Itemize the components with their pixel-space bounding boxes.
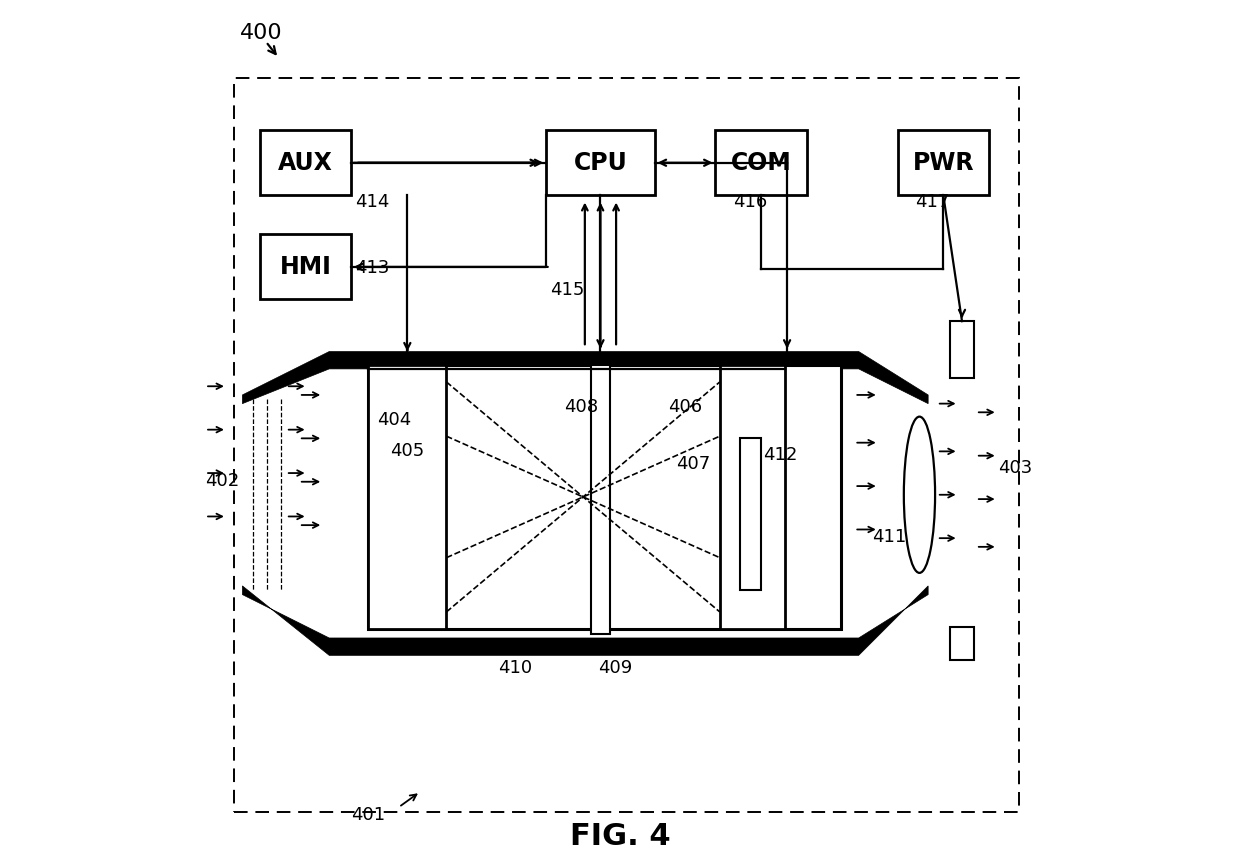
Polygon shape <box>243 352 928 404</box>
Text: COM: COM <box>730 151 791 174</box>
Text: 414: 414 <box>356 193 389 211</box>
Bar <box>546 130 655 195</box>
Bar <box>368 365 446 629</box>
Text: PWR: PWR <box>913 151 975 174</box>
Text: HMI: HMI <box>279 255 331 279</box>
Bar <box>950 321 975 378</box>
Bar <box>715 130 806 195</box>
Text: FIG. 4: FIG. 4 <box>569 822 671 851</box>
Bar <box>719 365 785 629</box>
Text: 406: 406 <box>668 398 702 417</box>
Bar <box>591 365 610 634</box>
Text: 403: 403 <box>997 459 1032 477</box>
Bar <box>740 438 761 590</box>
Text: 405: 405 <box>389 442 424 460</box>
Text: 412: 412 <box>764 446 797 464</box>
Bar <box>368 365 842 629</box>
Text: 410: 410 <box>498 659 533 677</box>
Text: 400: 400 <box>239 23 283 43</box>
Bar <box>260 130 351 195</box>
Bar <box>234 78 1019 812</box>
Ellipse shape <box>904 417 935 573</box>
Text: 416: 416 <box>733 193 768 211</box>
Bar <box>950 627 975 660</box>
Bar <box>260 234 351 299</box>
Text: 407: 407 <box>677 455 711 473</box>
Text: 401: 401 <box>351 806 386 825</box>
Text: 413: 413 <box>356 260 389 278</box>
Text: 402: 402 <box>205 472 239 490</box>
Text: 415: 415 <box>551 281 585 299</box>
Text: 411: 411 <box>872 529 906 547</box>
Polygon shape <box>243 586 928 655</box>
Text: 417: 417 <box>915 193 950 211</box>
Text: AUX: AUX <box>278 151 332 174</box>
Text: 408: 408 <box>563 398 598 417</box>
Text: 409: 409 <box>598 659 632 677</box>
Text: CPU: CPU <box>574 151 627 174</box>
Text: 404: 404 <box>377 411 412 430</box>
Bar <box>898 130 990 195</box>
